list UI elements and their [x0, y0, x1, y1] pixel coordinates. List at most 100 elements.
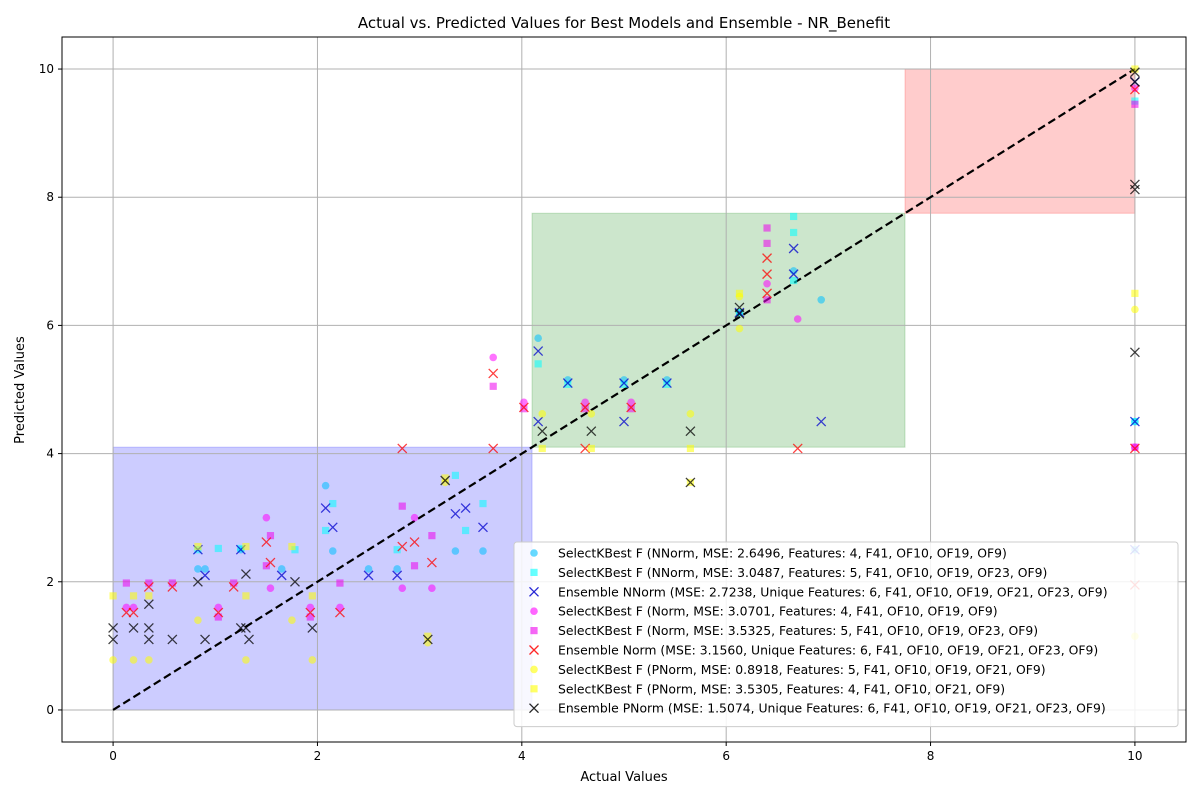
data-point [329, 499, 337, 508]
data-point [213, 607, 224, 618]
data-point [626, 402, 637, 413]
data-point [320, 503, 331, 514]
series-9 [108, 67, 1140, 645]
data-point [308, 592, 316, 600]
data-point [240, 622, 251, 633]
axis-ticks: 0 2 4 6 8 10 0 2 4 6 8 10 [39, 62, 1143, 763]
data-point [244, 634, 254, 645]
y-tick-label: 4 [46, 447, 54, 461]
data-point [288, 542, 296, 551]
data-point [306, 613, 314, 621]
data-point [277, 565, 286, 573]
data-point [533, 416, 544, 427]
legend-marker [530, 685, 538, 693]
data-point [735, 289, 744, 297]
legend-label: SelectKBest F (PNorm, MSE: 3.5305, Featu… [558, 681, 1005, 696]
data-point [488, 368, 499, 379]
data-point [586, 426, 597, 437]
data-point [397, 541, 408, 552]
data-point [489, 382, 497, 390]
data-point [450, 508, 461, 519]
data-point [128, 607, 139, 618]
legend: SelectKBest F (NNorm, MSE: 2.6496, Featu… [513, 541, 1179, 728]
x-tick-label: 10 [1127, 749, 1142, 763]
data-point [793, 315, 802, 323]
data-point [790, 228, 798, 237]
data-point [122, 603, 131, 612]
data-point [192, 576, 203, 587]
legend-label: SelectKBest F (NNorm, MSE: 2.6496, Featu… [558, 546, 1007, 561]
data-point [143, 622, 154, 633]
data-point [129, 603, 138, 612]
data-point [200, 634, 211, 645]
data-point [1129, 443, 1140, 454]
data-point [167, 581, 178, 592]
data-point [409, 537, 420, 547]
data-point [422, 634, 433, 645]
data-point [734, 308, 745, 319]
data-point [108, 622, 119, 633]
data-point [410, 513, 419, 522]
y-tick-label: 10 [39, 62, 54, 76]
data-point [790, 276, 798, 285]
data-point [108, 634, 119, 645]
data-point [462, 526, 470, 535]
data-point [122, 579, 130, 587]
data-point [306, 603, 315, 612]
data-point [817, 295, 826, 304]
data-point [214, 613, 222, 621]
data-point [393, 565, 401, 573]
data-point [327, 522, 338, 533]
data-point [1129, 76, 1140, 87]
data-point [262, 513, 271, 522]
data-point [1129, 67, 1140, 78]
data-point [627, 398, 635, 407]
legend-label: Ensemble NNorm (MSE: 2.7238, Unique Feat… [558, 584, 1108, 599]
data-point [762, 288, 773, 299]
data-point [364, 565, 373, 573]
y-tick-label: 6 [46, 318, 54, 332]
data-point [424, 632, 432, 640]
data-point [288, 616, 296, 625]
data-point [426, 557, 437, 568]
data-point [619, 416, 629, 427]
data-point [489, 353, 498, 362]
data-point [128, 622, 139, 633]
data-point [328, 547, 337, 555]
data-point [398, 502, 406, 510]
data-point [451, 471, 459, 479]
legend-marker [530, 665, 538, 674]
reference-line [112, 68, 1136, 711]
x-tick-label: 8 [927, 749, 935, 763]
data-point [478, 522, 488, 533]
data-point [266, 532, 275, 540]
data-point [581, 398, 589, 407]
data-point [580, 402, 591, 413]
data-point [145, 656, 153, 664]
x-tick-label: 2 [314, 749, 322, 763]
data-point [321, 481, 330, 490]
data-point [398, 584, 407, 592]
data-point [685, 477, 696, 488]
data-point [1131, 65, 1139, 73]
data-point [240, 569, 251, 580]
data-point [534, 360, 542, 368]
data-point [533, 346, 544, 357]
chart-title: Actual vs. Predicted Values for Best Mod… [358, 14, 890, 33]
data-point [620, 380, 628, 388]
data-point [305, 607, 316, 618]
legend-label: SelectKBest F (NNorm, MSE: 3.0487, Featu… [558, 565, 1047, 580]
data-point [538, 410, 547, 418]
data-point [242, 656, 250, 664]
y-axis-label: Predicted Values [13, 336, 28, 444]
data-point [788, 243, 799, 254]
data-point [686, 444, 695, 453]
legend-label: SelectKBest F (Norm, MSE: 3.0701, Featur… [558, 604, 998, 619]
data-point [1131, 305, 1139, 314]
y-tick-label: 2 [46, 575, 54, 589]
legend-marker [530, 549, 538, 557]
data-point [428, 584, 436, 592]
series-7 [109, 292, 1139, 664]
data-point [228, 581, 239, 592]
